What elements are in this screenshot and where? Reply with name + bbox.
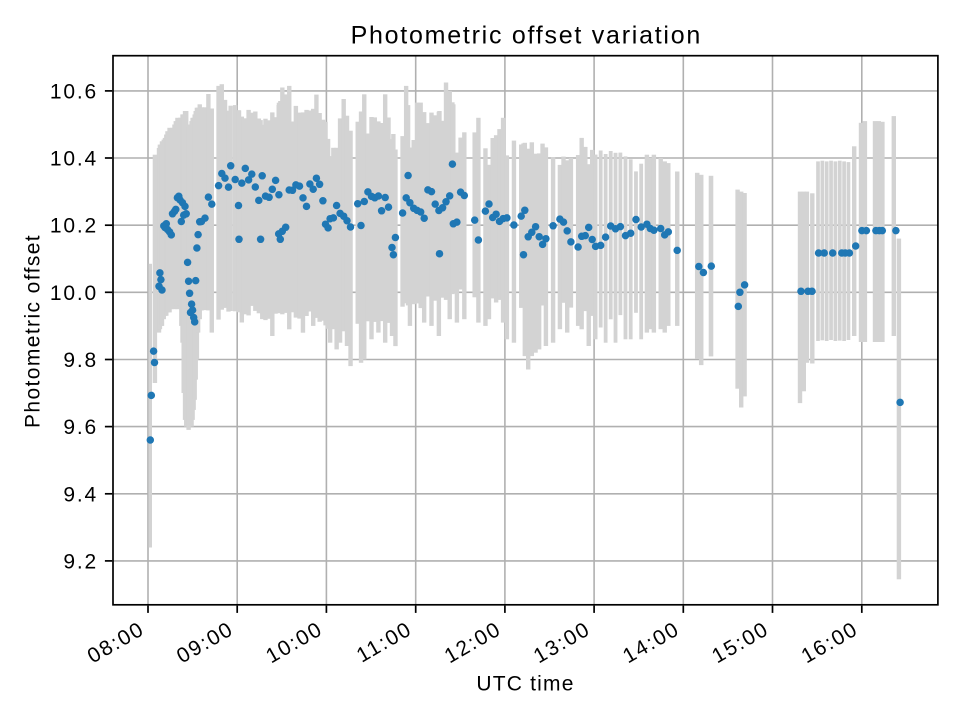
svg-text:Photometric offset variation: Photometric offset variation: [351, 22, 702, 50]
svg-text:9.6: 9.6: [63, 416, 98, 439]
svg-text:Photometric offset: Photometric offset: [22, 234, 45, 428]
svg-text:9.8: 9.8: [63, 349, 98, 372]
svg-text:10.6: 10.6: [50, 80, 98, 103]
svg-text:10.4: 10.4: [50, 148, 98, 171]
svg-text:UTC time: UTC time: [476, 673, 574, 696]
svg-text:9.4: 9.4: [63, 483, 98, 506]
svg-text:10.0: 10.0: [50, 282, 98, 305]
svg-text:9.2: 9.2: [63, 550, 98, 573]
svg-text:10.2: 10.2: [50, 215, 98, 238]
